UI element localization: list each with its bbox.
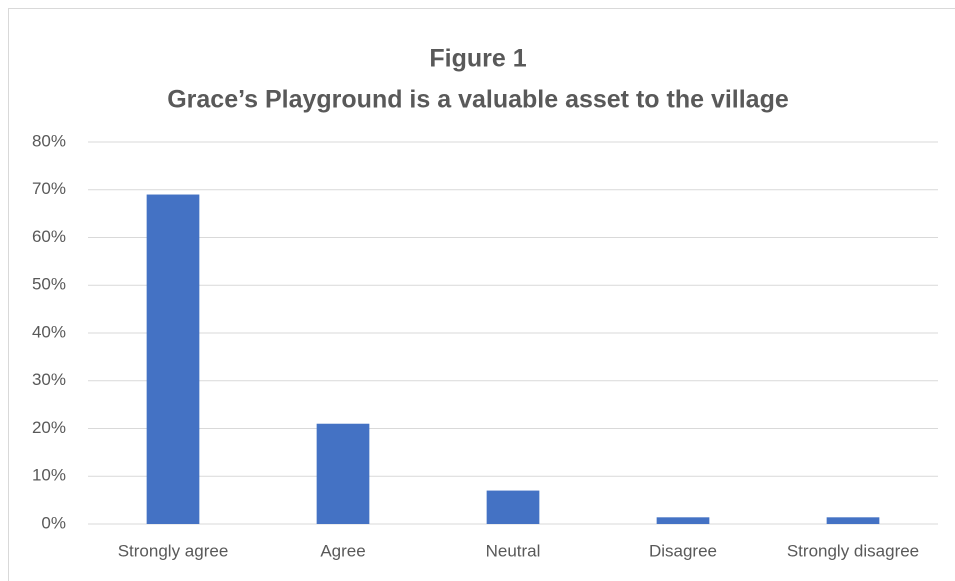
y-tick-label: 30%	[32, 370, 66, 389]
y-tick-label: 20%	[32, 418, 66, 437]
x-tick-label: Agree	[320, 541, 365, 560]
y-tick-label: 40%	[32, 322, 66, 341]
x-tick-label: Disagree	[649, 541, 717, 560]
x-tick-label: Strongly agree	[118, 541, 229, 560]
x-tick-label: Neutral	[486, 541, 541, 560]
bar	[826, 517, 880, 524]
y-tick-label: 80%	[32, 131, 66, 150]
chart-border	[8, 8, 955, 581]
y-tick-label: 10%	[32, 466, 66, 485]
y-tick-label: 50%	[32, 275, 66, 294]
y-tick-label: 0%	[41, 513, 66, 532]
y-tick-label: 60%	[32, 227, 66, 246]
chart-subtitle: Grace’s Playground is a valuable asset t…	[167, 86, 789, 114]
bar	[316, 423, 370, 524]
bar	[486, 490, 540, 524]
bar	[656, 517, 710, 524]
y-tick-label: 70%	[32, 179, 66, 198]
x-tick-label: Strongly disagree	[787, 541, 919, 560]
chart-title: Figure 1	[429, 45, 526, 73]
bar	[146, 194, 200, 524]
